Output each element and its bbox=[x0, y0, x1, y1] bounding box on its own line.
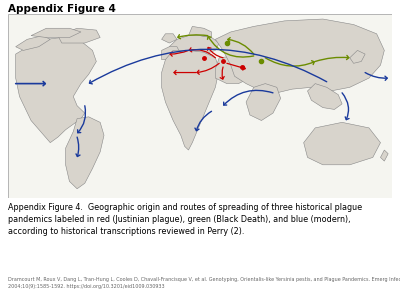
Polygon shape bbox=[16, 38, 96, 142]
Polygon shape bbox=[350, 50, 365, 63]
Polygon shape bbox=[246, 84, 281, 121]
Polygon shape bbox=[188, 26, 212, 38]
Polygon shape bbox=[215, 56, 254, 84]
Polygon shape bbox=[169, 36, 219, 56]
Text: Dramcourt M, Roux V, Dang L, Tran-Hung L, Cooles D, Chavall-Francisque V, et al.: Dramcourt M, Roux V, Dang L, Tran-Hung L… bbox=[8, 278, 400, 289]
Polygon shape bbox=[16, 36, 50, 50]
Polygon shape bbox=[58, 28, 100, 43]
Polygon shape bbox=[162, 50, 219, 150]
Polygon shape bbox=[308, 84, 342, 110]
Polygon shape bbox=[162, 34, 177, 43]
Text: Appendix Figure 4: Appendix Figure 4 bbox=[8, 4, 116, 14]
Polygon shape bbox=[215, 19, 384, 93]
Polygon shape bbox=[162, 47, 181, 60]
Polygon shape bbox=[66, 117, 104, 189]
Polygon shape bbox=[380, 150, 388, 161]
Polygon shape bbox=[31, 28, 81, 38]
FancyBboxPatch shape bbox=[8, 14, 392, 198]
Polygon shape bbox=[304, 122, 380, 165]
Text: Appendix Figure 4.  Geographic origin and routes of spreading of three historica: Appendix Figure 4. Geographic origin and… bbox=[8, 202, 362, 236]
